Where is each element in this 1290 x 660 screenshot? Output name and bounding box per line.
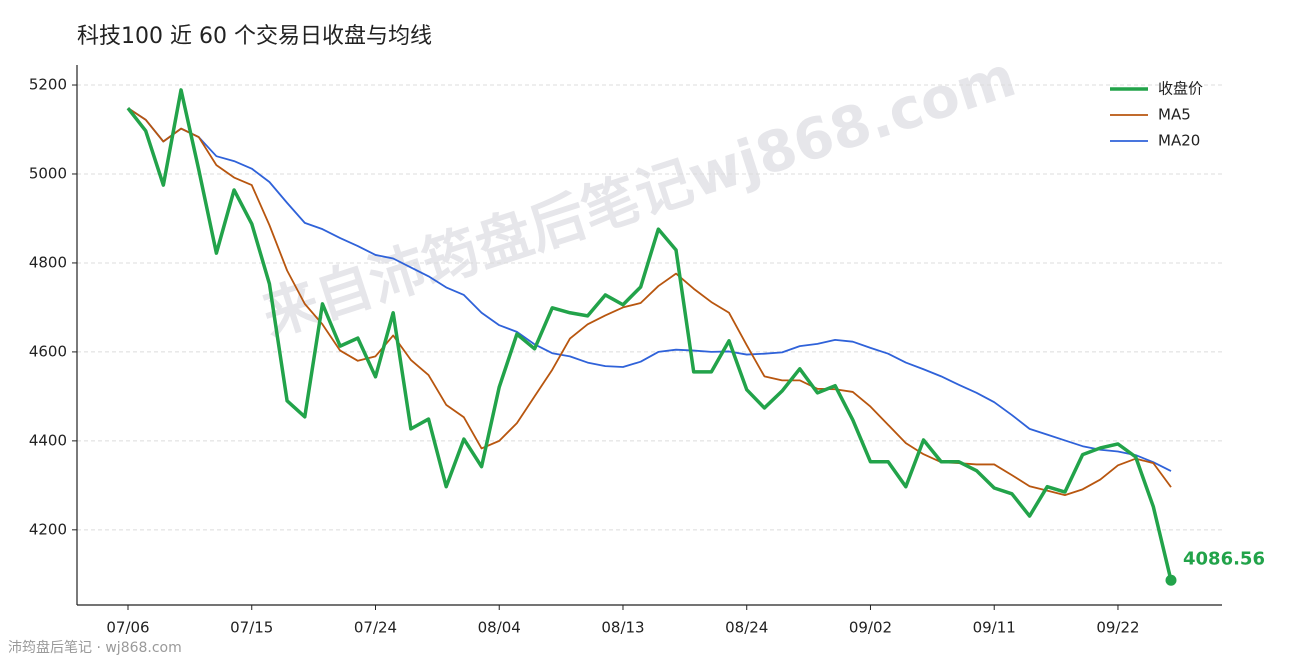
x-tick-label: 07/15 [230,619,273,637]
y-tick-label: 4800 [29,253,67,271]
y-tick-label: 4400 [29,431,67,449]
x-tick-label: 09/11 [973,619,1016,637]
x-tick-label: 07/06 [106,619,149,637]
value-label: 4086.56 [1183,548,1265,569]
y-tick-label: 4600 [29,342,67,360]
last-point [1165,574,1177,586]
footer: 沛筠盘后笔记 · wj868.com [8,639,182,656]
y-tick-label: 4200 [29,520,67,538]
series-line [127,107,1172,497]
y-tick-label: 5200 [29,76,67,94]
x-tick-label: 09/02 [849,619,892,637]
x-tick-label: 08/04 [478,619,521,637]
series-line [126,88,1173,581]
x-tick-label: 08/24 [725,619,768,637]
legend-label: MA5 [1158,106,1191,124]
x-tick-label: 07/24 [354,619,397,637]
y-tick-label: 5000 [29,164,67,182]
legend-label: MA20 [1158,132,1200,150]
x-tick-label: 08/13 [601,619,644,637]
series-line [127,107,1172,472]
x-tick-label: 09/22 [1096,619,1139,637]
chart-title: 科技100 近 60 个交易日收盘与均线 [77,24,432,49]
legend-label: 收盘价 [1158,80,1203,98]
